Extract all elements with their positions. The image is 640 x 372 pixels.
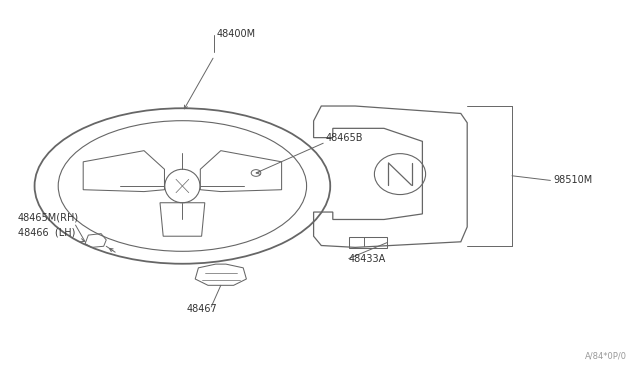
Text: 48466  (LH): 48466 (LH): [18, 228, 76, 237]
Text: 98510M: 98510M: [554, 176, 593, 185]
Text: A/84*0P/0: A/84*0P/0: [585, 352, 627, 361]
Text: 48467: 48467: [186, 304, 217, 314]
Bar: [349, 237, 387, 248]
Text: 48465B: 48465B: [325, 134, 363, 143]
Text: 48465M(RH): 48465M(RH): [18, 213, 79, 222]
Text: 48433A: 48433A: [349, 254, 386, 263]
Text: 48400M: 48400M: [216, 29, 255, 39]
